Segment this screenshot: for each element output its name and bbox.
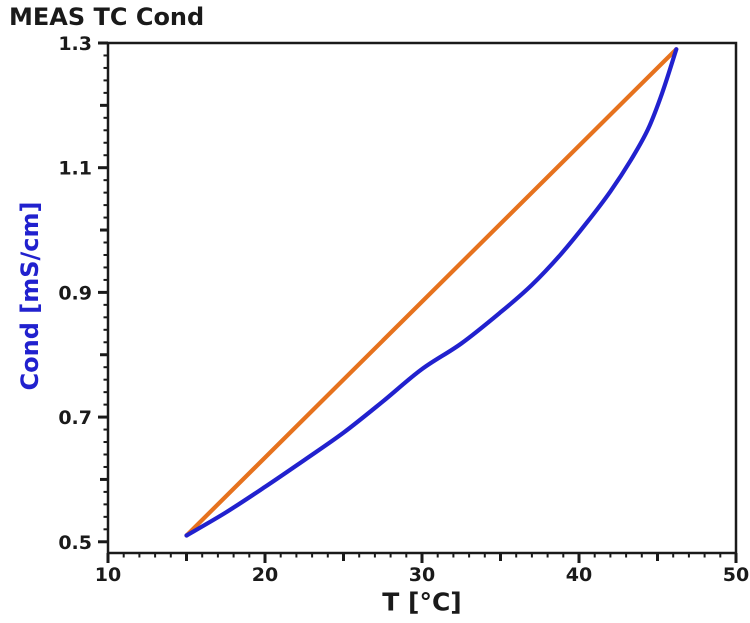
- x-axis-ticks: 10 20 30 40 50: [95, 553, 749, 586]
- x-tick-label: 40: [566, 564, 592, 586]
- y-tick-label: 1.3: [58, 33, 92, 55]
- chart-title: MEAS TC Cond: [9, 3, 205, 31]
- y-axis-ticks: 0.5 0.7 0.9 1.1 1.3: [58, 33, 108, 554]
- plot-frame: [106, 41, 738, 555]
- y-tick-label: 0.5: [58, 532, 92, 554]
- x-axis-title: T [°C]: [382, 587, 462, 617]
- x-tick-label: 30: [409, 564, 435, 586]
- series-line-measured-conductivity: [184, 47, 679, 538]
- series-line-tc-compensated-linear: [184, 47, 679, 538]
- y-tick-label: 0.7: [58, 407, 92, 429]
- y-tick-label: 1.1: [58, 158, 92, 180]
- x-tick-label: 10: [95, 564, 121, 586]
- x-tick-label: 20: [252, 564, 278, 586]
- x-tick-label: 50: [723, 564, 749, 586]
- y-tick-label: 0.9: [58, 282, 92, 304]
